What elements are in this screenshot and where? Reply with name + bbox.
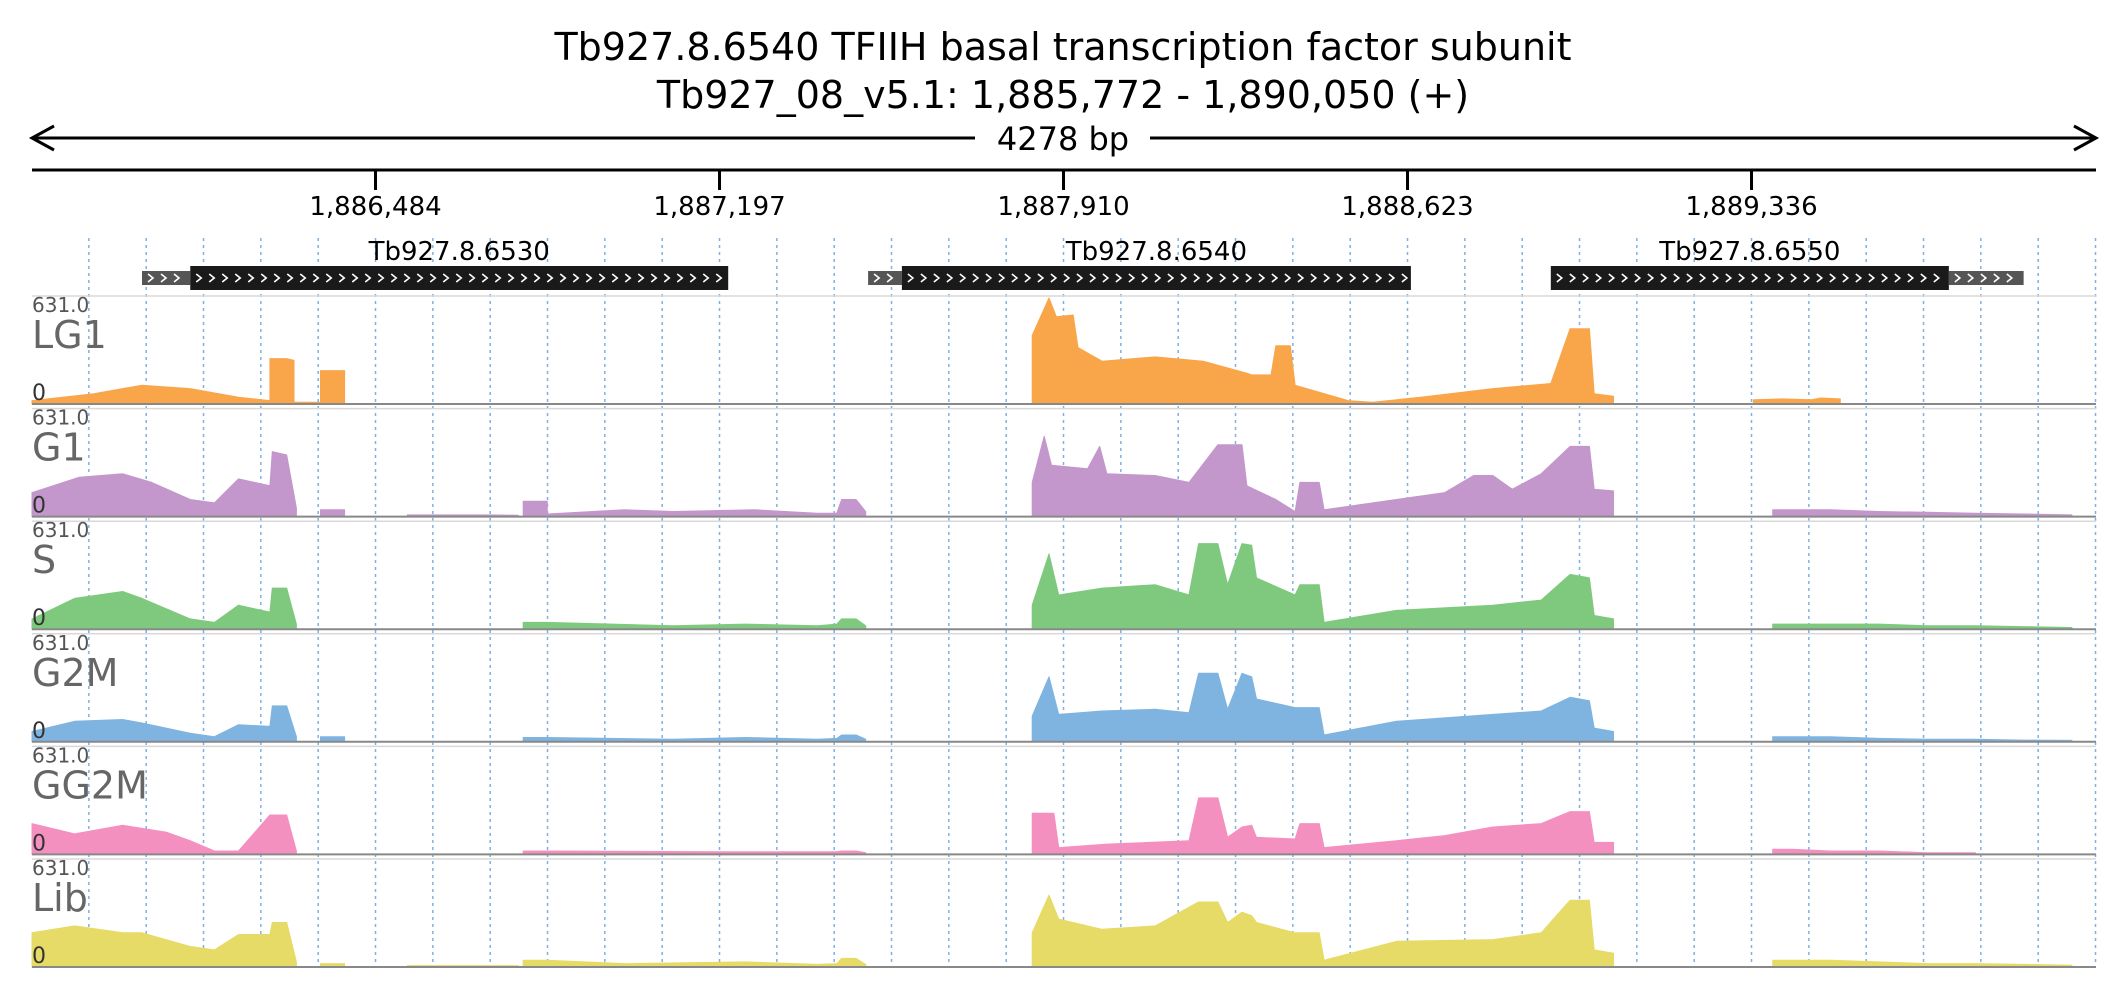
gene-label: Tb927.8.6550 [1658,237,1840,267]
coverage-area [31,922,297,968]
track-min-label: 0 [32,494,46,519]
track-name-label: G2M [32,651,118,695]
coverage-area [1772,959,2073,968]
strand-chevrons [1556,273,1941,283]
track-min-label: 0 [32,719,46,744]
coverage-area [31,705,297,743]
strand-chevrons [907,273,1409,283]
track-name-label: Lib [32,876,88,920]
gene-feature[interactable]: Tb927.8.6530 [142,237,729,290]
cds-block [1550,266,1949,290]
locus-label: Tb927_08_v5.1: 1,885,772 - 1,890,050 (+) [656,73,1469,117]
coverage-area [320,370,346,405]
coverage-area [31,384,271,405]
span-length-label: 4278 bp [997,120,1129,158]
gene-feature[interactable]: Tb927.8.6540 [868,237,1411,290]
coverage-area [1031,894,1614,968]
strand-chevrons [147,273,181,283]
track-min-label: 0 [32,606,46,631]
track-name-label: S [32,538,56,582]
track-max-label: 631.0 [32,406,89,430]
coverage-area [522,957,867,968]
tick-label: 1,886,484 [309,192,441,222]
coverage-area [269,358,295,405]
utr-block [868,271,902,285]
track-g1: 631.0G1 0 [31,406,2096,519]
track-max-label: 631.0 [32,631,89,655]
track-max-label: 631.0 [32,518,89,542]
coverage-area [522,618,867,630]
tick-label: 1,889,336 [1685,192,1817,222]
span-arrow [28,124,2100,152]
track-min-label: 0 [32,381,46,406]
coverage-area [522,500,548,518]
coverage-area [1772,509,2073,518]
coverage-area [1031,297,1614,405]
track-min-label: 0 [32,944,46,969]
coverage-area [1031,543,1614,630]
track-max-label: 631.0 [32,293,89,317]
page-title: Tb927.8.6540 TFIIH basal transcription f… [553,25,1571,69]
track-name-label: G1 [32,426,86,470]
coverage-area [31,451,297,518]
cds-block [901,266,1411,290]
coverage-area [31,587,297,630]
gene-label: Tb927.8.6540 [1065,237,1247,267]
coverage-area [1031,435,1614,518]
track-min-label: 0 [32,831,46,856]
tick-label: 1,887,910 [997,192,1129,222]
strand-chevrons [1954,273,2014,283]
track-max-label: 631.0 [32,856,89,880]
coverage-area [320,509,346,518]
track-name-label: LG1 [32,313,107,357]
coverage-area [522,734,867,743]
tick-label: 1,887,197 [653,192,785,222]
coverage-area [1031,672,1614,743]
coverage-area [31,814,297,855]
track-name-label: GG2M [32,763,148,807]
strand-chevrons [873,273,894,283]
coverage-area [546,499,867,518]
gene-feature[interactable]: Tb927.8.6550 [1550,237,2024,290]
gene-label: Tb927.8.6530 [368,237,550,267]
tick-label: 1,888,623 [1341,192,1473,222]
track-max-label: 631.0 [32,743,89,767]
strand-chevrons [195,273,723,283]
cds-block [190,266,729,290]
track-s: 631.0S 0 [31,518,2096,631]
coverage-area [1031,797,1614,855]
